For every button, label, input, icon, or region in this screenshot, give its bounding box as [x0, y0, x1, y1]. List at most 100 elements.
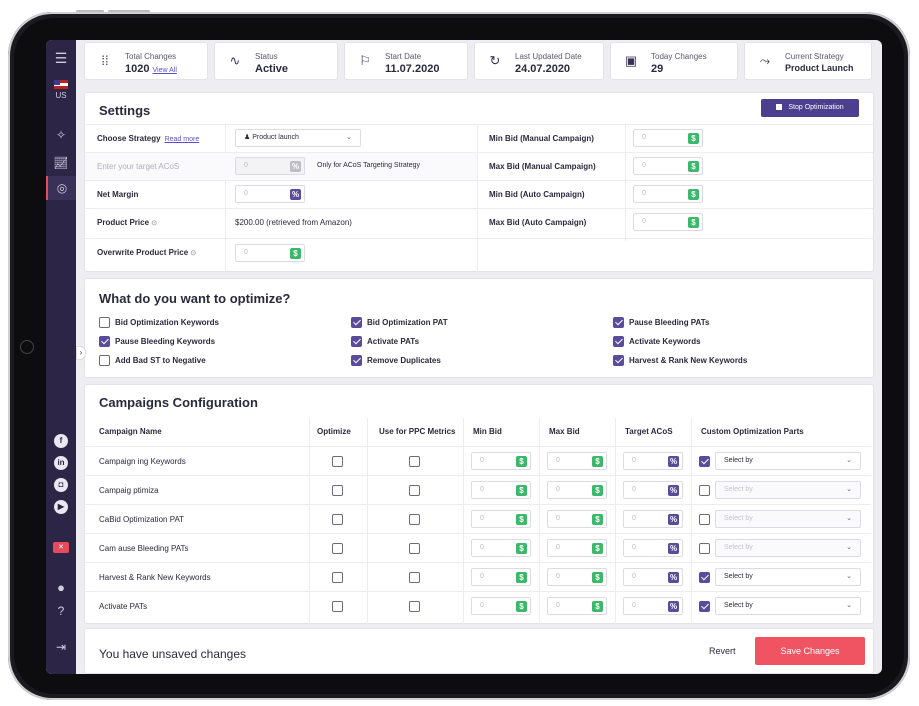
stat-label: Total Changes — [125, 52, 177, 61]
dollar-icon: $ — [290, 248, 301, 259]
view-all-link[interactable]: View All — [152, 67, 177, 74]
min-bid-input[interactable]: 0 $ — [471, 510, 531, 528]
target-acos-label: Enter your target ACoS — [97, 162, 180, 171]
checkbox[interactable] — [99, 355, 110, 366]
target-acos-input[interactable]: 0% — [623, 452, 683, 470]
custom-parts-select[interactable]: Select by ⌄ — [715, 452, 861, 470]
min-bid-input[interactable]: 0 $ — [471, 568, 531, 586]
menu-icon[interactable]: ☰ — [54, 50, 68, 66]
revert-button[interactable]: Revert — [709, 646, 736, 656]
table-row: Harvest & Rank New Keywords 0 $ 0 $ 0% Select … — [85, 562, 871, 591]
custom-parts-checkbox[interactable] — [699, 572, 710, 583]
custom-parts-select[interactable]: Select by ⌄ — [715, 568, 861, 586]
ppc-metrics-checkbox[interactable] — [409, 572, 420, 583]
pulse-icon: ∿ — [229, 53, 241, 68]
user-icon[interactable]: ● — [57, 580, 65, 595]
stat-value: Active — [255, 63, 289, 75]
custom-parts-checkbox[interactable] — [699, 601, 710, 612]
read-more-link[interactable]: Read more — [164, 136, 200, 143]
max-bid-auto-input[interactable]: 0 $ — [633, 213, 703, 231]
overwrite-price-input[interactable]: 0 $ — [235, 244, 305, 262]
sidebar: ☰ US ✧ 📈︎ ◎ f in ◘ ▶ ✕ ● ? ⇥ — [46, 40, 76, 674]
custom-parts-select[interactable]: Select by ⌄ — [715, 597, 861, 615]
max-bid-input[interactable]: 0 $ — [547, 481, 607, 499]
stop-icon — [776, 104, 783, 111]
ppc-metrics-checkbox[interactable] — [409, 485, 420, 496]
optimize-checkbox[interactable] — [332, 456, 343, 467]
dollar-icon: $ — [516, 543, 527, 554]
min-bid-input[interactable]: 0 $ — [471, 452, 531, 470]
facebook-icon[interactable]: f — [54, 434, 68, 448]
flag-icon: ⚐ — [359, 53, 371, 68]
linkedin-icon[interactable]: in — [54, 456, 68, 470]
device-button — [76, 10, 104, 13]
product-price-label: Product Price ⊙ — [97, 218, 158, 227]
min-bid-manual-input[interactable]: 0 $ — [633, 129, 703, 147]
min-bid-input[interactable]: 0 $ — [471, 597, 531, 615]
optimize-checkbox[interactable] — [332, 572, 343, 583]
ppc-metrics-checkbox[interactable] — [409, 543, 420, 554]
save-changes-button[interactable]: Save Changes — [755, 637, 865, 665]
campaign-name: Campaig ptimiza — [99, 486, 159, 495]
custom-parts-select[interactable]: Select by ⌄ — [715, 539, 861, 557]
custom-parts-checkbox[interactable] — [699, 543, 710, 554]
optimize-title: What do you want to optimize? — [99, 291, 291, 306]
target-acos-input[interactable]: 0% — [235, 157, 305, 175]
ppc-metrics-checkbox[interactable] — [409, 514, 420, 525]
min-bid-input[interactable]: 0 $ — [471, 481, 531, 499]
table-row: Cam ause Bleeding PATs 0 $ 0 $ 0% Select by ⌄ — [85, 533, 871, 562]
help-icon[interactable]: ? — [57, 604, 65, 618]
min-bid-input[interactable]: 0 $ — [471, 539, 531, 557]
target-acos-input[interactable]: 0% — [623, 510, 683, 528]
sparkle-icon[interactable]: ✧ — [55, 128, 67, 142]
chart-icon[interactable]: 📈︎ — [53, 156, 69, 170]
checkbox[interactable] — [99, 336, 110, 347]
stat-last-updated: ↻ Last Updated Date 24.07.2020 — [474, 42, 604, 80]
checkbox[interactable] — [351, 355, 362, 366]
checkbox[interactable] — [613, 317, 624, 328]
campaign-name: Activate PATs — [99, 602, 148, 611]
instagram-icon[interactable]: ◘ — [54, 478, 68, 492]
checkbox[interactable] — [351, 336, 362, 347]
stop-optimization-button[interactable]: Stop Optimization — [761, 99, 859, 117]
custom-parts-checkbox[interactable] — [699, 514, 710, 525]
net-margin-input[interactable]: 0% — [235, 185, 305, 203]
optimize-checkbox[interactable] — [332, 485, 343, 496]
divider — [615, 418, 616, 624]
youtube-icon[interactable]: ▶ — [54, 500, 68, 514]
max-bid-input[interactable]: 0 $ — [547, 510, 607, 528]
optimize-checkbox[interactable] — [332, 601, 343, 612]
checkbox[interactable] — [613, 336, 624, 347]
max-bid-input[interactable]: 0 $ — [547, 452, 607, 470]
max-bid-input[interactable]: 0 $ — [547, 539, 607, 557]
info-icon: ⊙ — [151, 220, 158, 227]
target-icon[interactable]: ◎ — [46, 176, 76, 200]
custom-parts-checkbox[interactable] — [699, 485, 710, 496]
max-bid-input[interactable]: 0 $ — [547, 568, 607, 586]
checkbox[interactable] — [351, 317, 362, 328]
flag-badge-icon[interactable]: ✕ — [53, 542, 69, 553]
country-selector[interactable]: US — [46, 80, 76, 100]
dollar-icon: $ — [592, 514, 603, 525]
checkbox[interactable] — [99, 317, 110, 328]
ppc-metrics-checkbox[interactable] — [409, 601, 420, 612]
checkbox[interactable] — [613, 355, 624, 366]
target-acos-input[interactable]: 0% — [623, 597, 683, 615]
strategy-select[interactable]: ♟ Product launch ⌄ — [235, 129, 361, 147]
optimize-checkbox[interactable] — [332, 514, 343, 525]
percent-icon: % — [668, 572, 679, 583]
logout-icon[interactable]: ⇥ — [55, 640, 67, 654]
target-acos-input[interactable]: 0% — [623, 568, 683, 586]
custom-parts-checkbox[interactable] — [699, 456, 710, 467]
target-acos-input[interactable]: 0% — [623, 539, 683, 557]
optimize-checkbox[interactable] — [332, 543, 343, 554]
ppc-metrics-checkbox[interactable] — [409, 456, 420, 467]
chevron-right-icon[interactable]: › — [76, 346, 86, 360]
custom-parts-select[interactable]: Select by ⌄ — [715, 481, 861, 499]
min-bid-auto-input[interactable]: 0 $ — [633, 185, 703, 203]
target-acos-input[interactable]: 0% — [623, 481, 683, 499]
max-bid-input[interactable]: 0 $ — [547, 597, 607, 615]
max-bid-manual-input[interactable]: 0 $ — [633, 157, 703, 175]
custom-parts-select[interactable]: Select by ⌄ — [715, 510, 861, 528]
opt-pause-pats: Pause Bleeding PATs — [629, 318, 710, 327]
